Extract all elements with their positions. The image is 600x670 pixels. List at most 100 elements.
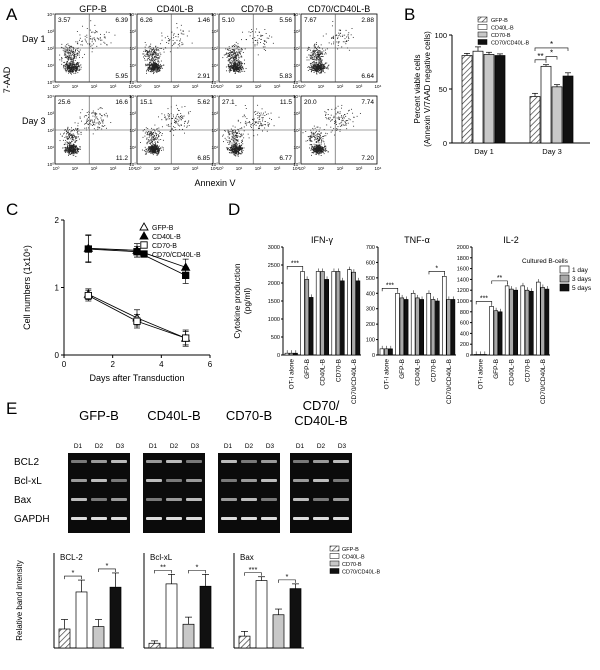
flow-event-dot	[236, 146, 238, 148]
flow-event-dot	[149, 59, 151, 61]
flow-event-dot	[106, 44, 108, 45]
flow-event-dot	[73, 130, 75, 132]
flow-event-dot	[184, 122, 185, 124]
flow-event-dot	[91, 119, 93, 121]
flow-event-dot	[315, 151, 317, 152]
flow-event-dot	[323, 149, 325, 151]
flow-event-dot	[152, 57, 154, 59]
flow-event-dot	[149, 147, 151, 149]
flow-event-dot	[81, 120, 82, 122]
flow-event-dot	[79, 117, 81, 119]
flow-event-dot	[233, 151, 234, 152]
lane-label: D2	[317, 443, 326, 450]
quadrant-value-bottom-right: 11.2	[116, 155, 129, 162]
quadrant-value-top-right: 1.46	[197, 17, 210, 24]
flow-event-dot	[70, 51, 72, 53]
flow-event-dot	[146, 137, 148, 139]
flow-event-dot	[90, 38, 92, 40]
flow-event-dot	[184, 132, 185, 134]
flow-event-dot	[146, 134, 148, 136]
flow-event-dot	[67, 130, 69, 132]
flow-event-dot	[158, 150, 160, 152]
flow-event-dot	[314, 135, 316, 136]
flow-event-dot	[150, 68, 152, 70]
flow-event-dot	[159, 150, 161, 152]
flow-event-dot	[253, 119, 255, 121]
flow-event-dot	[68, 151, 70, 153]
flow-event-dot	[69, 136, 70, 137]
flow-event-dot	[326, 150, 328, 152]
flow-event-dot	[316, 43, 317, 45]
flow-event-dot	[154, 148, 156, 150]
flow-event-dot	[235, 130, 237, 131]
flow-plot: 20.0 7.747.2010⁰10⁰10¹10¹10²10²10³10³10⁴1…	[293, 94, 381, 171]
flow-event-dot	[144, 132, 146, 134]
flow-event-dot	[232, 148, 234, 150]
flow-event-dot	[240, 146, 241, 148]
d-bar	[289, 352, 294, 356]
flow-event-dot	[241, 133, 242, 135]
flow-event-dot	[313, 64, 315, 66]
flow-event-dot	[312, 64, 314, 66]
flow-event-dot	[79, 49, 81, 51]
flow-event-dot	[180, 115, 182, 117]
flow-event-dot	[150, 63, 152, 65]
flow-event-dot	[164, 114, 166, 116]
flow-event-dot	[66, 136, 68, 138]
quadrant-value-bottom-right: 6.64	[361, 73, 374, 80]
flow-event-dot	[68, 67, 70, 68]
flow-event-dot	[174, 42, 176, 44]
flow-event-dot	[235, 62, 237, 64]
flow-event-dot	[155, 46, 157, 48]
flow-event-dot	[337, 128, 339, 130]
flow-event-dot	[168, 38, 170, 40]
b-legend-swatch	[477, 24, 488, 30]
flow-event-dot	[313, 51, 315, 53]
flow-event-dot	[69, 138, 71, 140]
flow-event-dot	[231, 56, 233, 58]
flow-event-dot	[242, 151, 243, 153]
flow-event-dot	[148, 53, 150, 55]
d-category-label: GFP-B	[304, 359, 311, 379]
flow-event-dot	[315, 65, 317, 67]
flow-event-dot	[319, 58, 321, 60]
flow-event-dot	[242, 70, 244, 72]
flow-event-dot	[320, 44, 322, 46]
d-legend-title: Cultured B-cells	[522, 258, 569, 265]
flow-event-dot	[335, 113, 337, 115]
flow-event-dot	[152, 49, 154, 51]
flow-event-dot	[156, 49, 158, 51]
flow-event-dot	[316, 149, 318, 151]
flow-event-dot	[229, 59, 231, 61]
d-category-label: GFP-B	[493, 359, 500, 379]
flow-event-dot	[237, 68, 239, 70]
flow-event-dot	[233, 68, 235, 70]
flow-event-dot	[173, 43, 174, 45]
d-bar	[293, 352, 298, 356]
flow-event-dot	[316, 54, 318, 56]
flow-event-dot	[157, 60, 159, 62]
flow-event-dot	[235, 135, 237, 137]
flow-event-dot	[318, 69, 320, 71]
flow-event-dot	[229, 62, 231, 64]
flow-event-dot	[71, 62, 73, 64]
flow-event-dot	[310, 69, 312, 70]
flow-event-dot	[76, 65, 78, 67]
flow-event-dot	[67, 147, 69, 149]
d-bar	[304, 279, 310, 356]
flow-event-dot	[234, 143, 235, 145]
flow-event-dot	[317, 69, 318, 71]
flow-event-dot	[238, 143, 240, 145]
flow-event-dot	[77, 128, 79, 130]
flow-event-dot	[152, 70, 154, 72]
flow-event-dot	[235, 153, 237, 155]
flow-event-dot	[178, 117, 180, 119]
flow-event-dot	[322, 136, 324, 138]
flow-event-dot	[79, 65, 81, 67]
flow-event-dot	[237, 139, 239, 141]
flow-event-dot	[168, 40, 170, 42]
flow-event-dot	[147, 64, 149, 66]
flow-event-dot	[71, 67, 73, 69]
flow-event-dot	[320, 72, 322, 74]
flow-event-dot	[148, 64, 150, 66]
